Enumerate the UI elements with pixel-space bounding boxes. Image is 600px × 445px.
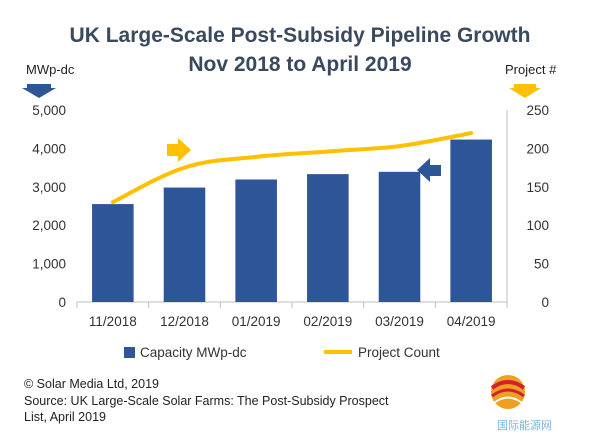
bar-series-pointer-icon xyxy=(417,158,441,182)
x-tick-label: 01/2019 xyxy=(232,314,281,329)
capacity-bar xyxy=(378,171,421,302)
capacity-bar xyxy=(235,179,277,302)
copyright-note: © Solar Media Ltd, 2019 xyxy=(24,377,159,391)
watermark-text: 国际能源网 xyxy=(497,419,552,432)
left-axis-arrow-icon xyxy=(22,84,56,98)
left-tick-label: 0 xyxy=(58,295,66,310)
capacity-bar xyxy=(92,204,134,302)
left-tick-label: 3,000 xyxy=(32,180,66,195)
x-tick-label: 04/2019 xyxy=(447,314,496,329)
solar-media-logo xyxy=(490,375,526,409)
x-tick-label: 12/2018 xyxy=(160,314,209,329)
right-axis-arrow-icon xyxy=(509,84,541,98)
source-note-cont: List, April 2019 xyxy=(24,410,106,424)
left-tick-label: 4,000 xyxy=(32,141,66,156)
left-tick-label: 1,000 xyxy=(32,257,66,272)
capacity-bar xyxy=(307,174,349,302)
right-tick-label: 50 xyxy=(534,257,549,272)
x-tick-label: 03/2019 xyxy=(375,314,424,329)
source-note: Source: UK Large-Scale Solar Farms: The … xyxy=(24,394,389,408)
project-count-line xyxy=(110,131,474,205)
x-tick-label: 11/2018 xyxy=(89,314,137,329)
legend-label-capacity: Capacity MWp-dc xyxy=(140,345,247,360)
right-axis-unit-label: Project # xyxy=(505,62,557,77)
right-tick-label: 200 xyxy=(526,141,549,156)
chart-title: UK Large-Scale Post-Subsidy Pipeline Gro… xyxy=(69,24,531,47)
right-tick-label: 150 xyxy=(526,180,549,195)
capacity-bar xyxy=(163,187,206,302)
legend-label-project-count: Project Count xyxy=(358,345,440,360)
left-axis-unit-label: MWp-dc xyxy=(26,62,75,77)
right-tick-label: 250 xyxy=(526,103,549,118)
right-tick-label: 100 xyxy=(526,218,549,233)
left-tick-label: 2,000 xyxy=(32,218,66,233)
capacity-bar xyxy=(450,139,492,302)
chart-subtitle: Nov 2018 to April 2019 xyxy=(188,53,412,76)
line-series-pointer-icon xyxy=(167,138,191,162)
legend-swatch-capacity xyxy=(124,347,135,358)
x-tick-label: 02/2019 xyxy=(303,314,352,329)
right-tick-label: 0 xyxy=(541,295,549,310)
left-tick-label: 5,000 xyxy=(32,103,66,118)
